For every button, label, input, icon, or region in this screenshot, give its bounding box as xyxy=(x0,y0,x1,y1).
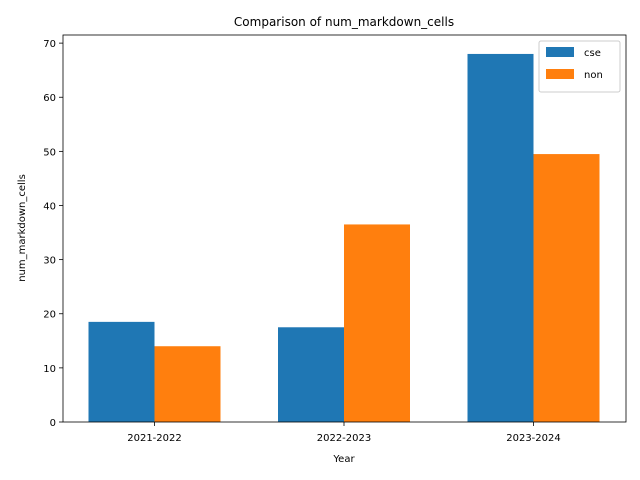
plot-frame xyxy=(62,34,627,423)
x-tick-label: 2022-2023 xyxy=(317,433,372,444)
y-tick-label: 10 xyxy=(43,364,56,375)
y-tick-label: 0 xyxy=(50,418,56,429)
y-tick-label: 50 xyxy=(43,147,56,158)
bar-non-2021-2022 xyxy=(154,346,221,422)
bars-layer xyxy=(88,53,600,423)
legend-swatch-non xyxy=(546,69,574,79)
x-axis: 2021-2022 2022-2023 2023-2024 xyxy=(127,422,561,444)
x-tick-label: 2021-2022 xyxy=(127,433,182,444)
y-tick-label: 60 xyxy=(43,93,56,104)
x-tick-label: 2023-2024 xyxy=(506,433,561,444)
y-tick-label: 40 xyxy=(43,201,56,212)
y-tick-label: 70 xyxy=(43,39,56,50)
y-tick-label: 30 xyxy=(43,256,56,267)
y-axis: 0 10 20 30 40 50 60 70 xyxy=(43,39,63,429)
bar-non-2023-2024 xyxy=(533,154,600,423)
legend: cse non xyxy=(538,40,621,93)
bar-cse-2022-2023 xyxy=(278,327,344,422)
x-axis-label: Year xyxy=(332,454,355,465)
bar-cse-2023-2024 xyxy=(467,53,534,422)
legend-label-non: non xyxy=(584,70,603,81)
bar-cse-2021-2022 xyxy=(88,321,155,422)
legend-swatch-cse xyxy=(546,47,574,57)
bar-non-2022-2023 xyxy=(344,224,410,422)
y-tick-label: 20 xyxy=(43,310,56,321)
y-axis-label: num_markdown_cells xyxy=(17,174,28,282)
chart-title: Comparison of num_markdown_cells xyxy=(234,15,454,29)
legend-label-cse: cse xyxy=(584,48,601,59)
